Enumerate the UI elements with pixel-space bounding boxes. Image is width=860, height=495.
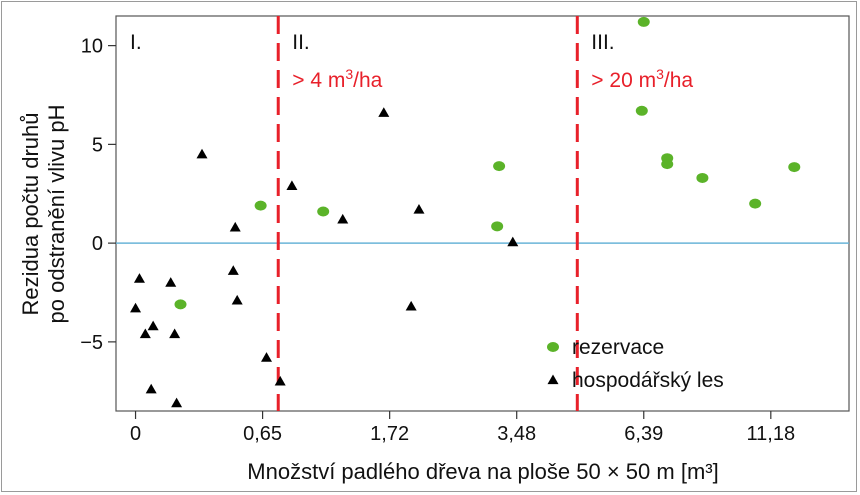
hospodarsky-les-point (145, 383, 157, 394)
hospodarsky-les-point (133, 273, 145, 283)
legend-marker-hospodarsky-les (547, 374, 559, 385)
hospodarsky-les-point (405, 300, 417, 311)
y-tick-label: 5 (92, 134, 103, 156)
y-tick-label: −5 (80, 332, 103, 354)
hospodarsky-les-point (139, 328, 151, 339)
rezervace-point (749, 198, 762, 209)
rezervace-point (317, 206, 330, 217)
x-tick-label: 0,65 (243, 423, 282, 445)
y-axis-label-line1: Rezidua počtu druhů (18, 112, 43, 315)
x-tick-label: 1,72 (370, 423, 409, 445)
hospodarsky-les-point (507, 236, 519, 247)
hospodarsky-les-point (337, 213, 349, 224)
hospodarsky-les-point (229, 221, 241, 232)
x-tick-label: 6,39 (624, 423, 663, 445)
y-tick-label: 10 (81, 36, 103, 58)
zone-annotations: I. II. > 4 m3/ha III. > 20 m3/ha (130, 16, 693, 411)
hospodarsky-les-point (130, 302, 142, 313)
plot-panel (115, 15, 850, 412)
rezervace-point (254, 200, 267, 211)
data-points (130, 16, 801, 408)
legend-entry-label: hospodářský les (572, 369, 724, 392)
zone-threshold: > 20 m3/ha (591, 66, 693, 92)
hospodarsky-les-point (231, 294, 243, 305)
hospodarsky-les-point (169, 328, 181, 339)
hospodarsky-les-point (171, 397, 183, 408)
hospodarsky-les-point (165, 277, 177, 287)
hospodarsky-les-point (147, 320, 159, 331)
legend-marker-rezervace (547, 342, 559, 352)
hospodarsky-les-point (413, 204, 425, 214)
hospodarsky-les-point (227, 265, 239, 275)
hospodarsky-les-point (378, 107, 390, 117)
rezervace-point (637, 16, 650, 27)
y-axis-label: Rezidua počtu druhů po odstranění vlivu … (18, 105, 69, 324)
x-tick-label: 11,18 (747, 423, 796, 445)
legend-entry-label: rezervace (572, 336, 664, 359)
hospodarsky-les-point (196, 148, 208, 159)
y-axis-label-line2: po odstranění vlivu pH (44, 105, 69, 324)
axis-ticks: 10 5 0 −5 0 0,65 1,72 3,48 6,39 11,18 (80, 36, 795, 445)
rezervace-point (493, 161, 506, 172)
rezervace-point (696, 172, 709, 183)
rezervace-point (174, 299, 187, 310)
zone-label: II. (292, 31, 310, 54)
y-tick-label: 0 (92, 233, 103, 255)
hospodarsky-les-point (261, 352, 273, 362)
zone-label: I. (130, 31, 142, 54)
hospodarsky-les-point (286, 180, 298, 190)
x-axis-label: Množství padlého dřeva na ploše 50 × 50 … (247, 459, 718, 484)
hospodarsky-les-point (274, 375, 286, 386)
rezervace-point (491, 221, 504, 232)
x-tick-label: 0 (130, 423, 141, 445)
legend: rezervace hospodářský les (547, 336, 724, 392)
rezervace-point (788, 162, 801, 173)
zone-threshold: > 4 m3/ha (292, 66, 382, 92)
zone-label: III. (591, 31, 614, 54)
x-tick-label: 3,48 (497, 423, 536, 445)
rezervace-point (635, 105, 648, 116)
rezervace-point (661, 159, 674, 170)
